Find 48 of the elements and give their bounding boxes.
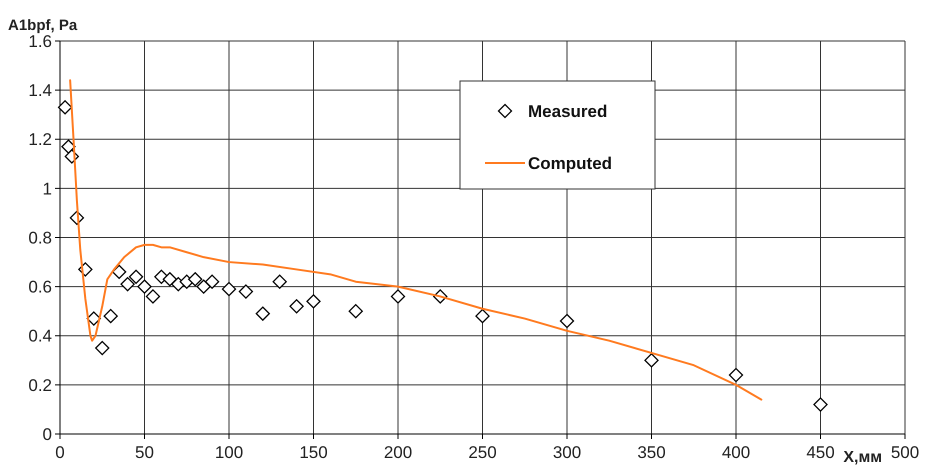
point: [162, 272, 177, 286]
x-tick-label: 100: [214, 443, 244, 462]
y-tick-label: 0.8: [28, 228, 52, 248]
point: [128, 270, 144, 284]
y-tick-label: 0.6: [28, 278, 52, 297]
point: [112, 264, 126, 280]
x-tick-label: 400: [722, 443, 750, 462]
x-tick-label: 150: [299, 443, 328, 462]
y-axis-title: A1bpf, Pa: [8, 17, 78, 34]
point: [95, 340, 110, 356]
point: [204, 274, 220, 289]
point: [137, 279, 152, 294]
point: [256, 306, 270, 321]
point: [238, 284, 254, 299]
x-tick-label: 500: [890, 443, 920, 462]
point: [146, 289, 160, 304]
point: [104, 308, 118, 324]
point: [644, 353, 659, 368]
point: [289, 299, 304, 314]
legend-label: Measured: [528, 102, 608, 121]
x-tick-label: 50: [135, 443, 154, 462]
x-tick-label: 300: [552, 443, 582, 462]
point: [120, 277, 135, 292]
y-tick-label: 0.2: [28, 376, 52, 395]
y-tick-label: 1.4: [28, 81, 52, 100]
point: [813, 397, 828, 412]
point: [188, 272, 202, 286]
y-tick-label: 1: [42, 179, 52, 198]
legend-label: Computed: [528, 154, 612, 173]
point: [390, 289, 406, 304]
x-tick-label: 350: [637, 443, 666, 462]
y-tick-label: 0: [42, 424, 52, 444]
point: [475, 308, 490, 324]
point: [306, 294, 321, 309]
x-axis-title: X,мм: [843, 449, 882, 466]
x-tick-label: 200: [384, 443, 412, 462]
point: [272, 274, 287, 289]
point: [348, 304, 363, 318]
point: [196, 279, 211, 294]
point: [58, 100, 72, 114]
x-tick-label: 0: [55, 443, 65, 462]
point: [560, 314, 574, 328]
point: [222, 282, 236, 296]
y-tick-label: 0.4: [28, 326, 52, 346]
x-tick-label: 250: [468, 443, 497, 462]
x-tick-label: 450: [806, 443, 835, 462]
y-tick-label: 1.2: [28, 130, 52, 150]
point: [728, 368, 744, 382]
